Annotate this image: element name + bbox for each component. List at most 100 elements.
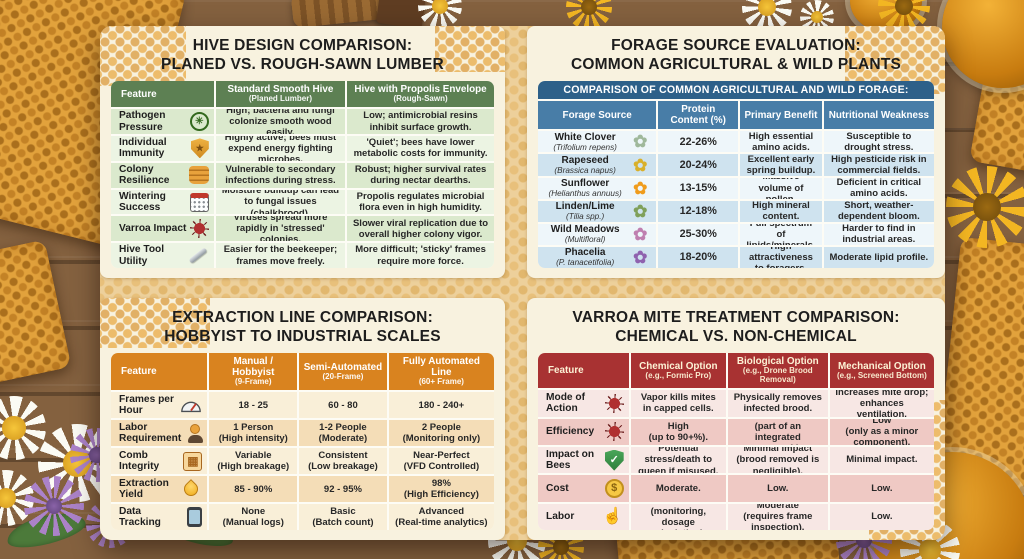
value-cell: Low. <box>829 503 934 530</box>
value-cell: Potential stress/death to queen if misus… <box>630 446 726 474</box>
extraction-line-card: EXTRACTION LINE COMPARISON: HOBBYIST TO … <box>100 298 505 540</box>
hive-design-table: Feature Standard Smooth Hive (Planed Lum… <box>111 81 494 268</box>
table-row: Varroa Impact Viruses spread more rapidl… <box>111 216 494 242</box>
wood-block-decoration <box>375 0 427 30</box>
column-header: Hive with Propolis Envelope (Rough-Sawn) <box>347 81 494 108</box>
value-cell: Moisture buildup can lead to fungal issu… <box>215 189 346 215</box>
coin-icon <box>604 478 624 498</box>
table-row: Mode of Action Vapor kills mites in capp… <box>538 390 934 417</box>
value-cell: Variable (High breakage) <box>209 448 298 475</box>
daisy-flower-decoration <box>0 470 34 526</box>
weakness-cell: Susceptible to drought stress. <box>823 131 934 153</box>
benefit-cell: Full spectrum of lipids/minerals. <box>740 223 822 245</box>
value-cell: Physically removes infected brood. <box>727 390 828 417</box>
feature-cell: Cost <box>538 475 629 502</box>
forage-source-cell: Linden/Lime (Tilia spp.) <box>538 200 657 222</box>
table-row: Pathogen Pressure High; bacteria and fun… <box>111 109 494 135</box>
table-row: Data Tracking None (Manual logs) Basic (… <box>111 504 494 530</box>
title-line1: EXTRACTION LINE COMPARISON: <box>172 309 433 326</box>
feature-cell: Extraction Yield <box>111 476 208 503</box>
daisy-flower-decoration <box>0 396 46 460</box>
value-cell: 85 - 90% <box>209 476 298 503</box>
honey-dipper-icon <box>290 0 414 29</box>
benefit-cell: High attractiveness to foragers. <box>740 246 822 268</box>
linden-flower-icon <box>629 201 651 222</box>
feature-cell: Varroa Impact <box>111 216 214 242</box>
leaf-decoration <box>3 506 89 554</box>
card-title: HIVE DESIGN COMPARISON: PLANED VS. ROUGH… <box>111 37 494 74</box>
forage-source-cell: White Clover (Trifolium repens) <box>538 131 657 153</box>
value-cell: Moderate (requires frame inspection). <box>727 503 828 530</box>
column-header: Standard Smooth Hive (Planed Lumber) <box>215 81 346 108</box>
column-header: Chemical Option (e.g., Formic Pro) <box>630 353 726 389</box>
forage-source-cell: Sunflower (Helianthus annuus) <box>538 177 657 199</box>
value-cell: 'Quiet'; bees have lower metabolic costs… <box>347 136 494 161</box>
feature-cell: Pathogen Pressure <box>111 109 214 135</box>
column-header: Feature <box>111 81 214 108</box>
worker-icon <box>184 422 206 444</box>
column-header: Primary Benefit <box>740 101 822 130</box>
purple-flower-decoration <box>24 476 84 536</box>
table-row: Labor High (monitoring, dosage calculati… <box>538 503 934 530</box>
mite-icon <box>604 393 624 413</box>
value-cell: 1-2 People (Moderate) <box>299 420 387 447</box>
table-row: Colony Resilience Vulnerable to secondar… <box>111 162 494 188</box>
title-line2: COMMON AGRICULTURAL & WILD PLANTS <box>570 55 902 73</box>
clover-flower-icon <box>629 131 651 152</box>
value-cell: Highly active; bees must expend energy f… <box>215 136 346 161</box>
column-header: Protein Content (%) <box>658 101 739 130</box>
hive-design-card: HIVE DESIGN COMPARISON: PLANED VS. ROUGH… <box>100 26 505 278</box>
microbe-icon <box>189 112 209 132</box>
value-cell: Increases mite drop; enhances ventilatio… <box>829 390 934 417</box>
table-row: Wintering Success Moisture buildup can l… <box>111 189 494 215</box>
gauge-icon <box>180 394 202 416</box>
feature-cell: Hive Tool Utility <box>111 243 214 268</box>
extraction-table: Feature Manual / Hobbyist (9-Frame) Semi… <box>111 353 494 530</box>
value-cell: Propolis regulates microbial flora even … <box>347 189 494 215</box>
feature-cell: Wintering Success <box>111 189 214 215</box>
column-header: Nutritional Weakness <box>823 101 934 130</box>
value-cell: Easier for the beekeeper; frames move fr… <box>215 243 346 268</box>
value-cell: Basic (Batch count) <box>299 504 387 530</box>
value-cell: Low. <box>727 475 828 502</box>
value-cell: Near-Perfect (VFD Controlled) <box>388 448 494 475</box>
table-row: Impact on Bees Potential stress/death to… <box>538 446 934 474</box>
weakness-cell: Harder to find in industrial areas. <box>823 223 934 245</box>
feature-cell: Individual Immunity <box>111 136 214 161</box>
value-cell: More difficult; 'sticky' frames require … <box>347 243 494 268</box>
protein-cell: 20-24% <box>658 154 739 176</box>
feature-cell: Impact on Bees <box>538 446 629 474</box>
table-header-row: Feature Manual / Hobbyist (9-Frame) Semi… <box>111 353 494 391</box>
value-cell: High (monitoring, dosage calculation). <box>630 503 726 530</box>
column-header: Feature <box>111 353 208 391</box>
honey-droplet-icon <box>180 478 202 500</box>
honeycomb-slab-decoration <box>0 239 72 387</box>
column-header: Mechanical Option (e.g., Screened Bottom… <box>829 353 934 389</box>
feature-cell: Data Tracking <box>111 504 208 530</box>
title-line2: PLANED VS. ROUGH-SAWN LUMBER <box>161 55 444 73</box>
value-cell: Low; antimicrobial resins inhibit surfac… <box>347 109 494 135</box>
value-cell: 1 Person (High intensity) <box>209 420 298 447</box>
comb-frame-icon <box>183 451 203 471</box>
table-row: Phacelia(P. tanacetifolia) 18-20% High a… <box>538 246 934 268</box>
title-line1: HIVE DESIGN COMPARISON: <box>192 37 413 54</box>
feature-cell: Labor <box>538 503 629 530</box>
calendar-icon <box>189 192 209 212</box>
table-header-row: Feature Chemical Option (e.g., Formic Pr… <box>538 353 934 389</box>
phacelia-flower-icon <box>629 247 651 268</box>
table-row: Comb Integrity Variable (High breakage) … <box>111 448 494 475</box>
feature-cell: Comb Integrity <box>111 448 208 475</box>
title-line2: CHEMICAL VS. NON-CHEMICAL <box>615 327 857 345</box>
forage-source-cell: Wild Meadows (Multifloral) <box>538 223 657 245</box>
column-header: Feature <box>538 353 629 389</box>
value-cell: Minimal impact. <box>829 446 934 474</box>
table-row: Cost Moderate. Low. Low. <box>538 475 934 502</box>
benefit-cell: High mineral content. <box>740 200 822 222</box>
feature-cell: Frames per Hour <box>111 392 208 419</box>
value-cell: 18 - 25 <box>209 392 298 419</box>
protein-cell: 22-26% <box>658 131 739 153</box>
table-row: Extraction Yield 85 - 90% 92 - 95% 98% (… <box>111 476 494 503</box>
mite-icon <box>189 219 209 239</box>
value-cell: Low. <box>829 475 934 502</box>
value-cell: Minimal impact (brood removed is negligi… <box>727 446 828 474</box>
